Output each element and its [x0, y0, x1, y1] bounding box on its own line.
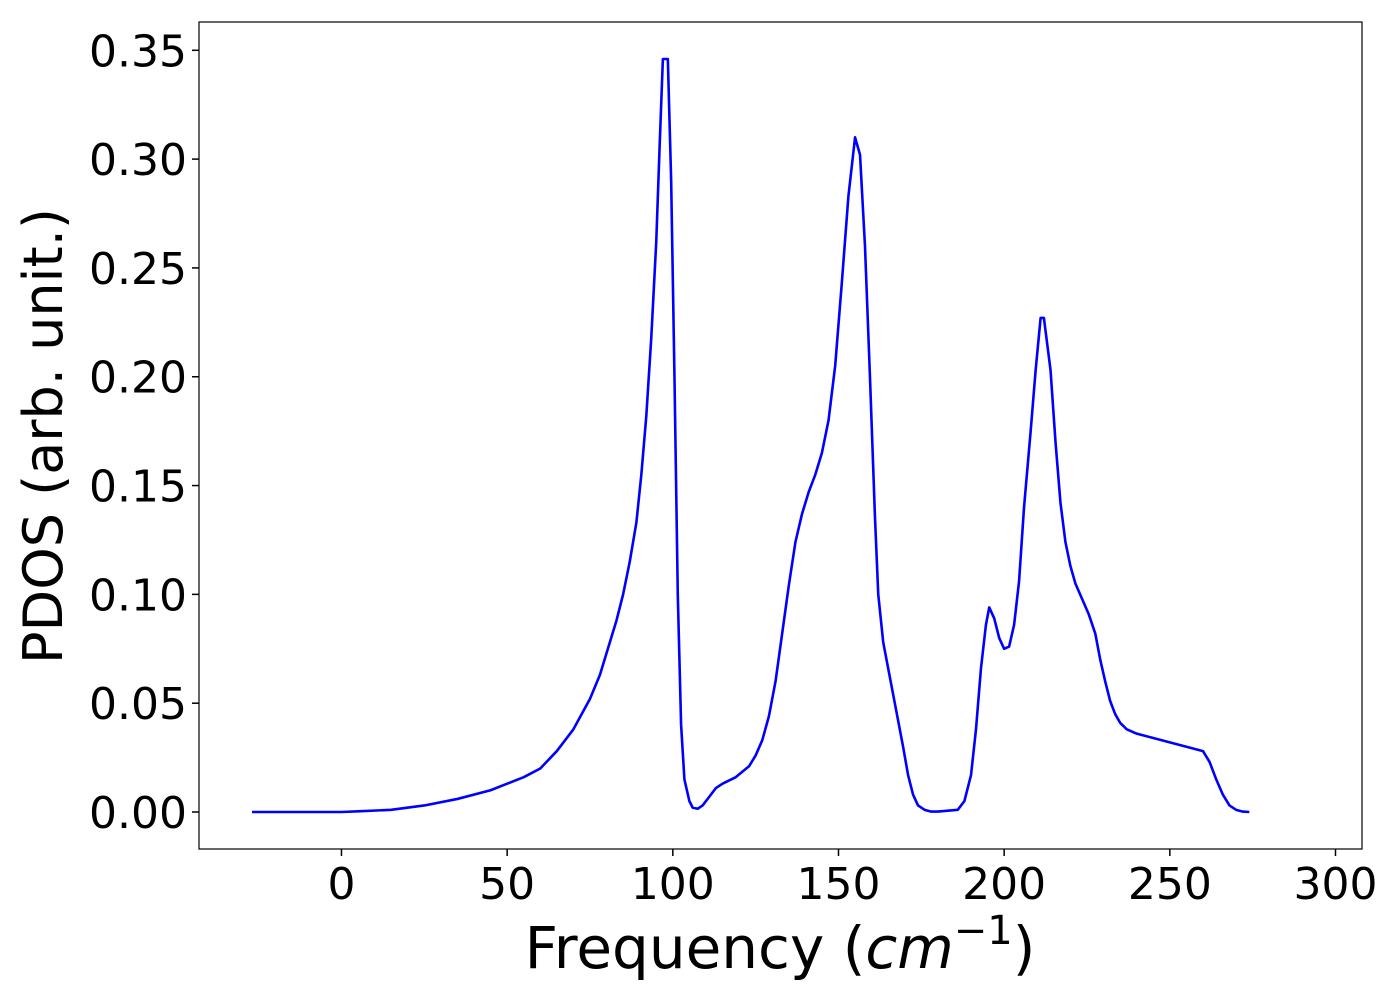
x-tick-label: 0	[327, 859, 355, 910]
y-tick-label: 0.10	[89, 570, 187, 621]
data-line	[252, 57, 1250, 814]
y-tick-label: 0.05	[89, 679, 187, 730]
x-tick-label: 300	[1294, 859, 1378, 910]
plot-frame	[198, 21, 1363, 850]
x-label-math: cm	[865, 914, 953, 982]
x-axis-label: Frequency (cm−1)	[525, 908, 1036, 982]
y-tick-label: 0.25	[89, 244, 187, 295]
y-axis-label: PDOS (arb. unit.)	[12, 208, 75, 664]
y-tick-label: 0.30	[89, 135, 187, 186]
y-tick-label: 0.00	[89, 788, 187, 839]
x-tick-label: 200	[962, 859, 1046, 910]
x-tick-label: 150	[796, 859, 880, 910]
x-label-end: )	[1013, 914, 1036, 982]
x-tick-label: 250	[1128, 859, 1212, 910]
y-tick-label: 0.15	[89, 462, 187, 513]
x-label-sup: −1	[954, 908, 1013, 954]
x-tick-label: 50	[479, 859, 535, 910]
x-label-text: Frequency (	[525, 914, 866, 982]
x-tick-label: 100	[631, 859, 715, 910]
y-tick-label: 0.35	[89, 26, 187, 77]
y-tick-label: 0.20	[89, 353, 187, 404]
